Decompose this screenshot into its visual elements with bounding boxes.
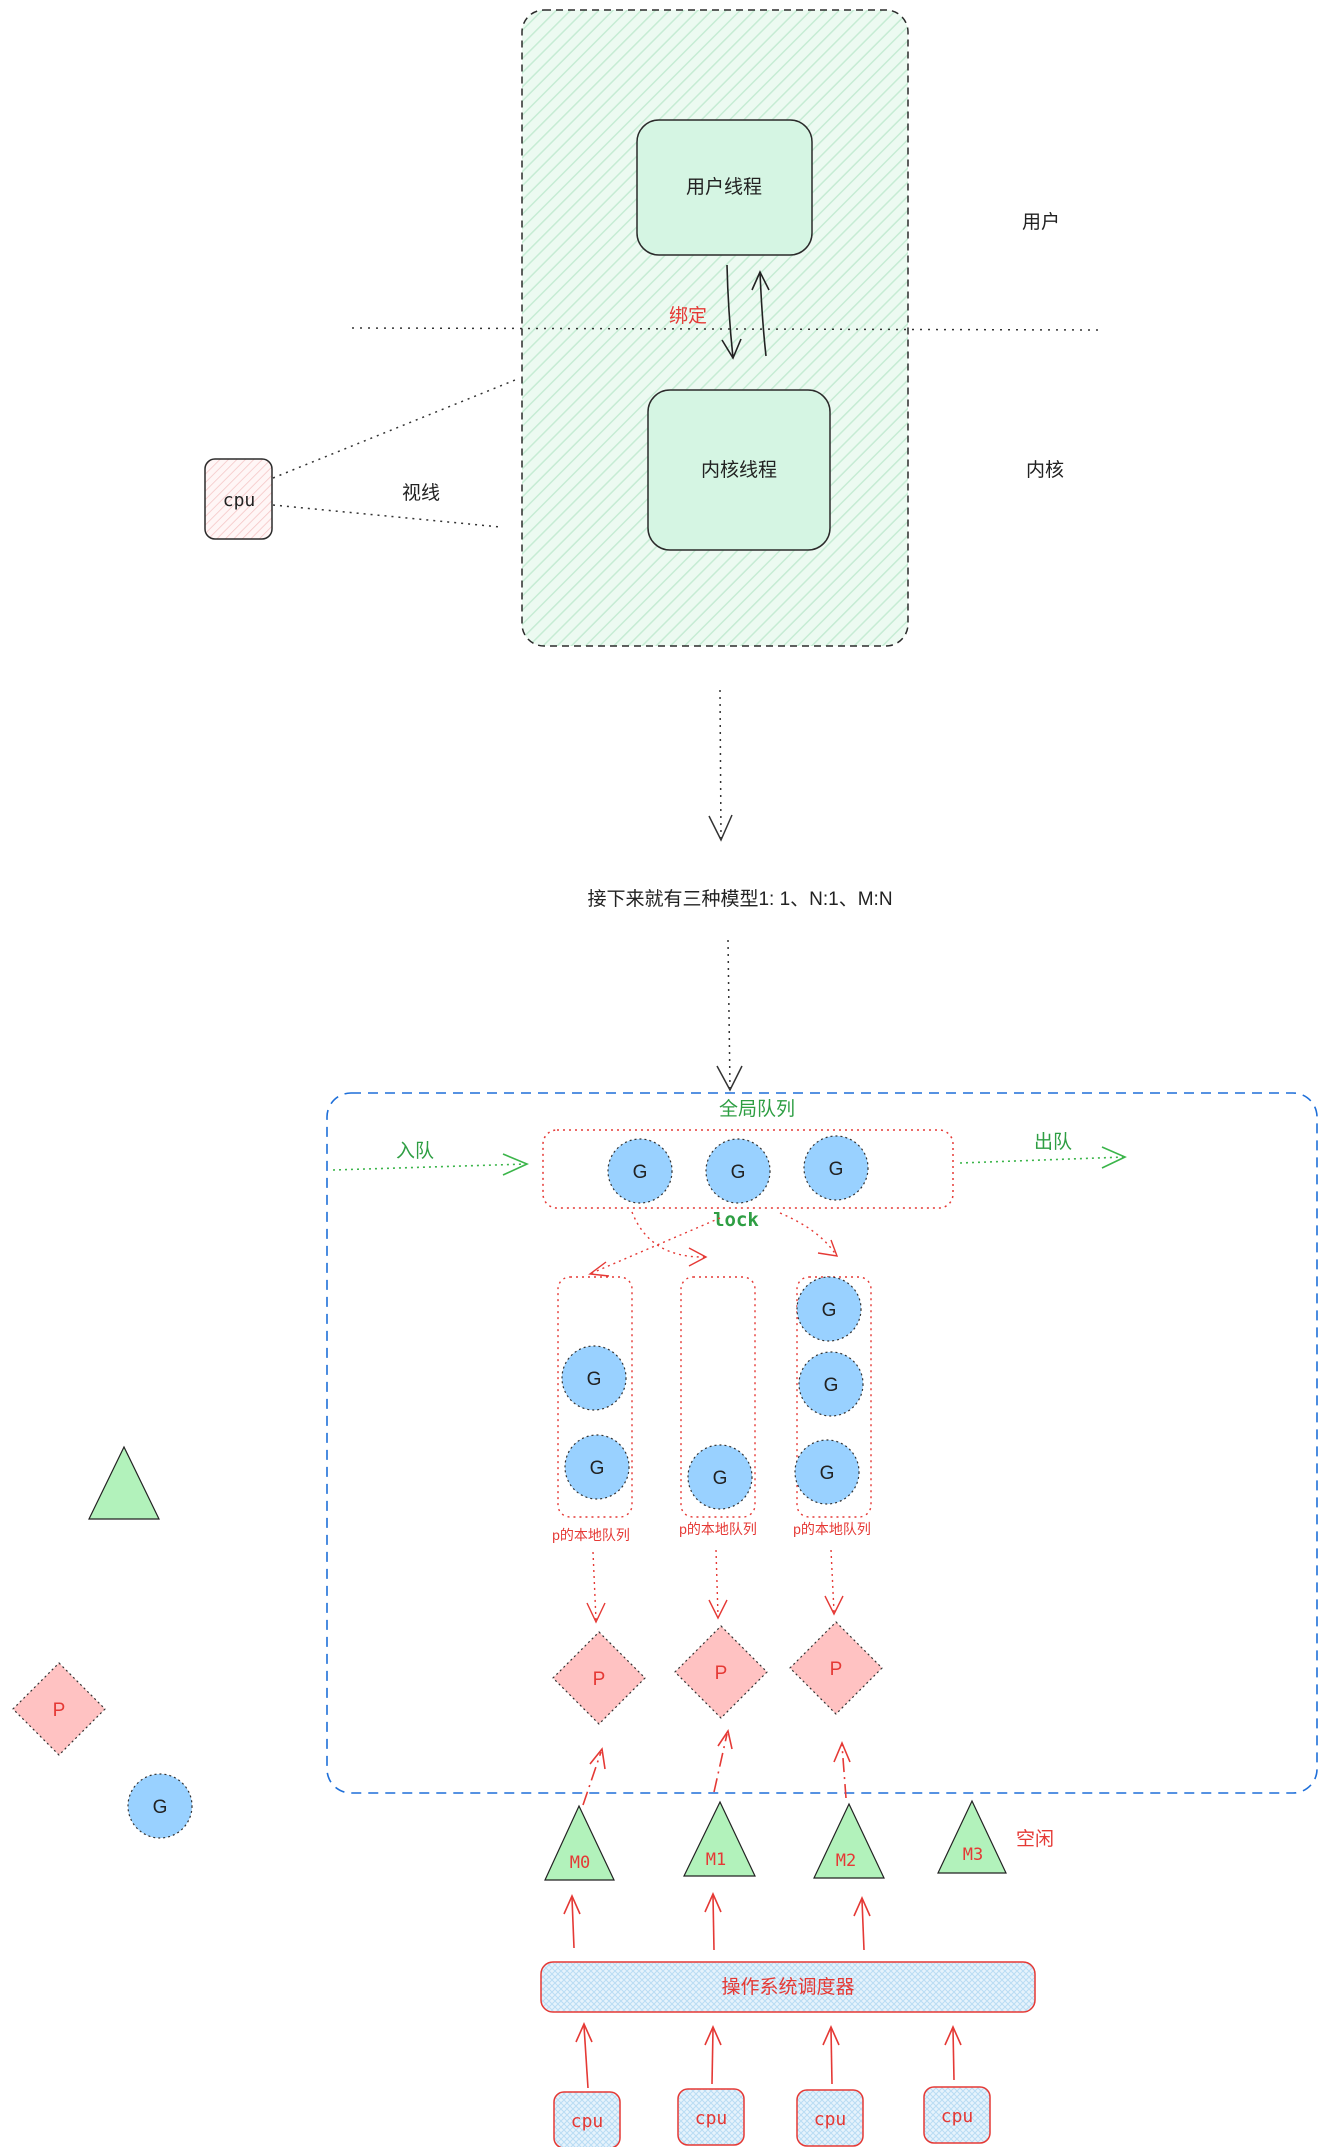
m-to-p-arrows	[582, 1728, 851, 1806]
dequeue-label: 出队	[1034, 1131, 1072, 1153]
m-triangle-3	[937, 1799, 1007, 1874]
global-g-1-label: G	[633, 1162, 648, 1183]
cpu-3-label: cpu	[814, 2109, 847, 2130]
user-thread-label: 用户线程	[686, 176, 762, 198]
sight-label: 视线	[402, 482, 440, 504]
local-queue-2-label: p的本地队列	[679, 1521, 757, 1537]
user-thread-box	[636, 119, 813, 256]
global-g-2	[705, 1138, 771, 1204]
local-g-2a	[687, 1444, 753, 1510]
intro-text: 接下来就有三种模型1: 1、N:1、M:N	[587, 888, 892, 910]
global-g-2-label: G	[731, 1162, 746, 1183]
local-g-1b-label: G	[590, 1458, 605, 1479]
m-triangle-2	[813, 1802, 885, 1879]
kernel-thread-label: 内核线程	[701, 459, 777, 481]
lock-label: lock	[713, 1209, 759, 1231]
global-g-3	[803, 1135, 869, 1201]
local-g-3a-label: G	[822, 1300, 837, 1321]
m3-label: M3	[963, 1845, 983, 1865]
global-queue	[542, 1129, 954, 1209]
global-g-1	[607, 1138, 673, 1204]
gmp-model: 全局队列 G G G 入队 出队 lock	[326, 1092, 1318, 2147]
m0-label: M0	[570, 1853, 590, 1873]
dequeue-arrow	[959, 1146, 1127, 1169]
local-g-3c-label: G	[820, 1463, 835, 1484]
local-queue-1	[557, 1276, 633, 1518]
user-space-label: 用户	[1022, 211, 1060, 233]
thread-model: 用户线程 内核线程 绑定 用户 内核 cpu 视线	[204, 9, 1103, 647]
distribute-arrows	[588, 1211, 839, 1277]
p-diamond-1-label: P	[593, 1669, 606, 1690]
enqueue-label: 入队	[396, 1140, 434, 1162]
enqueue-arrow	[332, 1153, 529, 1176]
bind-down-arrow	[721, 264, 742, 360]
global-queue-label: 全局队列	[719, 1098, 795, 1120]
legend-p-diamond	[12, 1662, 106, 1756]
m-triangle-0	[544, 1804, 615, 1881]
queue-to-p-arrows	[586, 1549, 844, 1624]
p-diamond-3	[789, 1621, 883, 1715]
local-queue-1-label: p的本地队列	[552, 1527, 630, 1543]
local-g-3a	[796, 1276, 862, 1342]
bind-label: 绑定	[669, 305, 707, 327]
legend-g-label: G	[153, 1797, 168, 1818]
cpu-box-1	[553, 2091, 621, 2147]
cpu-box	[204, 458, 273, 540]
cpu-box-2	[677, 2088, 745, 2146]
local-queue-2	[680, 1276, 756, 1518]
p-diamond-3-label: P	[830, 1659, 843, 1680]
p-diamond-2-label: P	[715, 1663, 728, 1684]
cpu-1-label: cpu	[571, 2111, 604, 2132]
idle-label: 空闲	[1016, 1828, 1054, 1850]
legend-m-triangle	[88, 1445, 160, 1520]
local-g-2a-label: G	[713, 1468, 728, 1489]
cpu-2-label: cpu	[695, 2108, 728, 2129]
scheduler-bar	[540, 1961, 1036, 2013]
m2-label: M2	[836, 1851, 856, 1871]
cpu-box-4	[923, 2086, 991, 2144]
local-g-3b	[798, 1351, 864, 1417]
scheduler-label: 操作系统调度器	[721, 1976, 854, 1998]
scheduler-to-m-arrows	[563, 1892, 871, 1951]
local-g-1a-label: G	[587, 1369, 602, 1390]
cpu-box-3	[796, 2089, 864, 2147]
cpu-4-label: cpu	[941, 2106, 974, 2127]
local-queue-3-label: p的本地队列	[793, 1521, 871, 1537]
sight-line-upper	[272, 379, 516, 479]
local-g-1b	[564, 1434, 630, 1500]
transition-arrow-1	[708, 689, 733, 842]
transition-arrow-2	[716, 939, 743, 1092]
legend: P G	[12, 1445, 193, 1839]
local-g-1a	[561, 1345, 627, 1411]
kernel-thread-box	[647, 389, 831, 551]
user-kernel-boundary	[351, 327, 1103, 331]
m-triangle-1	[683, 1800, 756, 1877]
p-diamond-2	[674, 1625, 768, 1719]
legend-g-circle	[127, 1773, 193, 1839]
legend-p-label: P	[53, 1700, 66, 1721]
m1-label: M1	[706, 1850, 726, 1870]
global-g-3-label: G	[829, 1159, 844, 1180]
kernel-space-label: 内核	[1026, 459, 1064, 481]
local-g-3b-label: G	[824, 1375, 839, 1396]
cpu-to-scheduler-arrows	[575, 2022, 962, 2089]
cpu-label: cpu	[223, 490, 256, 511]
local-g-3c	[794, 1439, 860, 1505]
p-diamond-1	[552, 1631, 646, 1725]
sight-line-lower	[272, 504, 501, 528]
bind-up-arrow	[751, 270, 770, 357]
